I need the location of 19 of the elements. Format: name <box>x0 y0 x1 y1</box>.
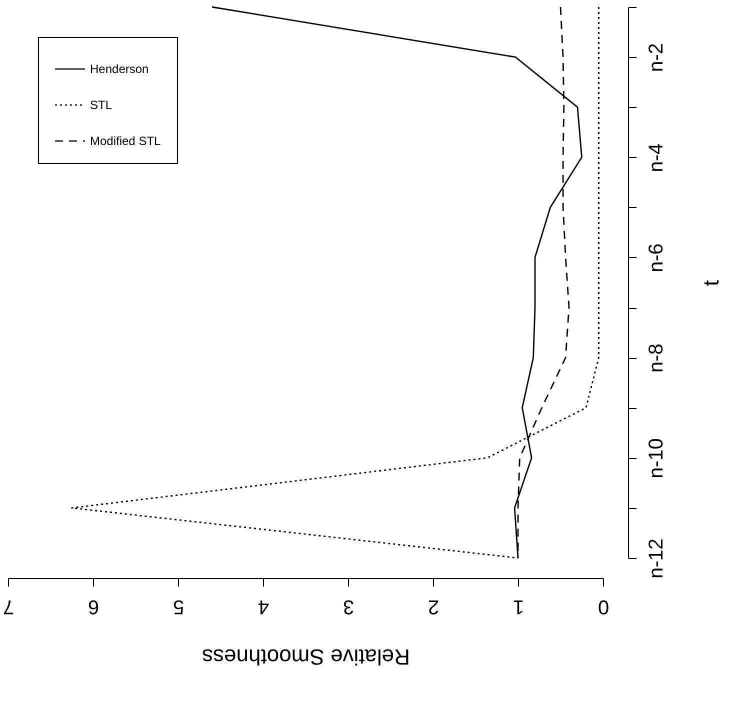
x-tick-label: 4 <box>258 596 270 618</box>
y-tick-label: n-8 <box>646 344 668 373</box>
y-tick-label: n-4 <box>646 143 668 172</box>
legend-label: STL <box>90 98 112 112</box>
x-axis-title: Relative Smoothness <box>202 644 410 670</box>
x-tick-label: 6 <box>88 596 100 618</box>
legend-label: Modified STL <box>90 134 162 148</box>
y-tick-label: n-10 <box>646 438 668 478</box>
x-tick-label: 3 <box>342 596 354 618</box>
legend-label: Henderson <box>90 62 149 76</box>
y-tick-label: n-2 <box>646 43 668 72</box>
y-tick-label: n-6 <box>646 244 668 272</box>
y-axis-title: t <box>698 280 724 286</box>
x-tick-label: 2 <box>428 596 440 618</box>
y-tick-label: n-12 <box>646 538 668 579</box>
x-tick-label: 7 <box>2 596 14 618</box>
x-tick-label: 5 <box>172 596 184 618</box>
x-tick-label: 1 <box>512 596 524 618</box>
x-tick-label: 0 <box>598 596 610 618</box>
